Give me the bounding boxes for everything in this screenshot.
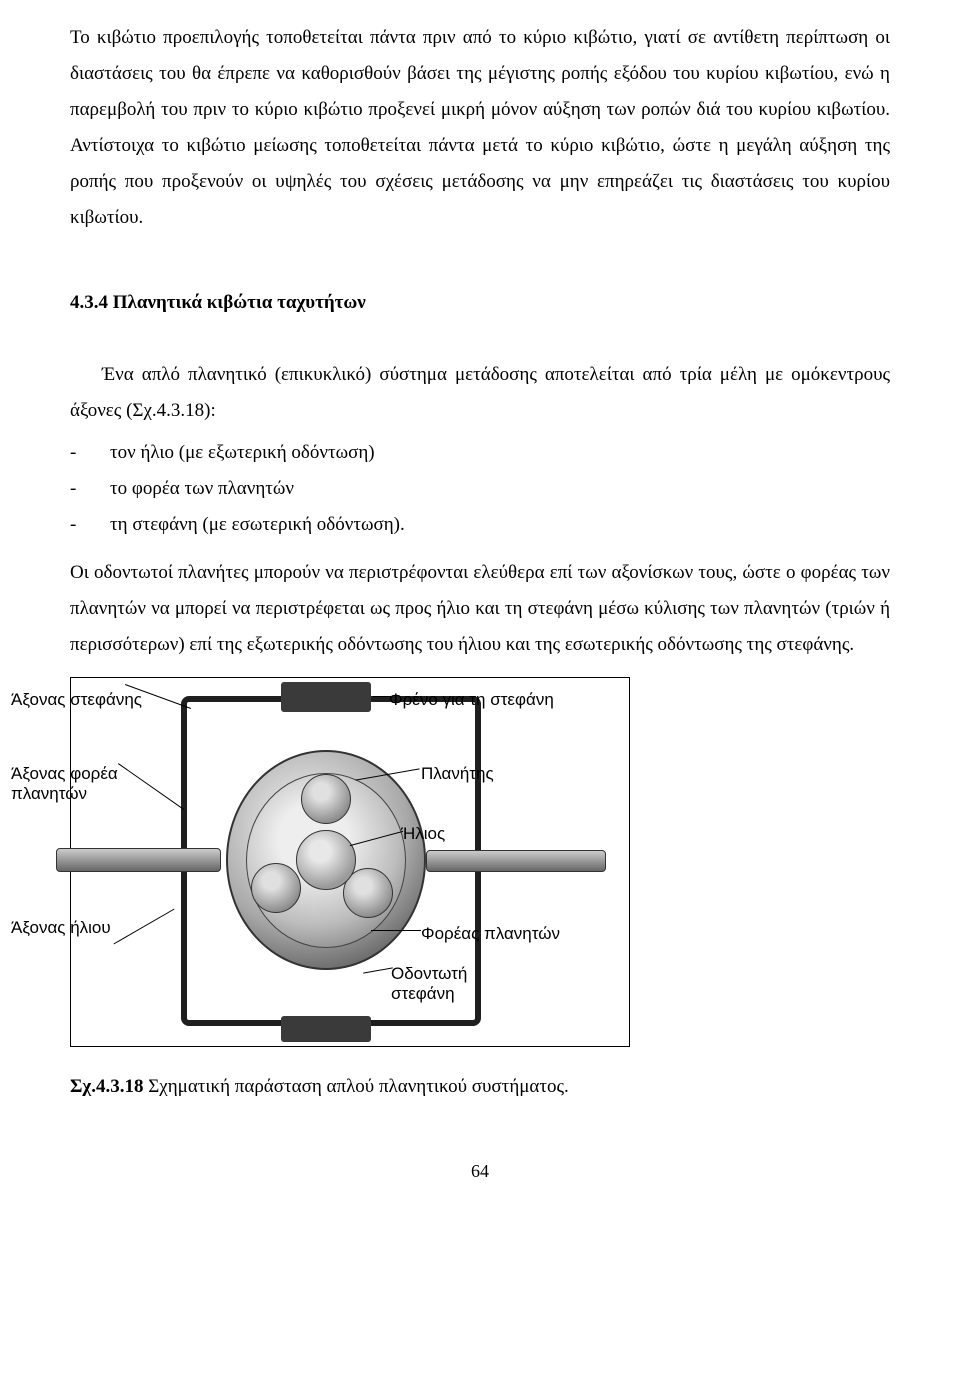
label-planet: Πλανήτης <box>421 758 494 790</box>
pointer-line <box>118 764 184 811</box>
body-paragraph-2: Οι οδοντωτοί πλανήτες μπορούν να περιστρ… <box>70 555 890 663</box>
figure-block: Άξονας στεφάνης Άξονας φορέα πλανητών Άξ… <box>70 677 890 1105</box>
label-brake: Φρένο για τη στεφάνη <box>389 684 554 716</box>
pointer-line <box>371 930 421 931</box>
input-shaft-icon <box>56 848 221 872</box>
label-sun: Ήλιος <box>401 818 445 850</box>
pointer-line <box>373 696 391 697</box>
planetary-gear-diagram: Άξονας στεφάνης Άξονας φορέα πλανητών Άξ… <box>70 677 630 1047</box>
section-heading: 4.3.4 Πλανητικά κιβώτια ταχυτήτων <box>70 285 890 321</box>
figure-caption-text: Σχηματική παράσταση απλού πλανητικού συσ… <box>143 1076 568 1097</box>
page-number: 64 <box>70 1154 890 1188</box>
intro-paragraph: Ένα απλό πλανητικό (επικυκλικό) σύστημα … <box>70 357 890 429</box>
body-paragraph-1: Το κιβώτιο προεπιλογής τοποθετείται πάντ… <box>70 20 890 237</box>
list-item: τον ήλιο (με εξωτερική οδόντωση) <box>70 435 890 471</box>
label-carrier: Φορέας πλανητών <box>421 918 560 950</box>
bullet-list: τον ήλιο (με εξωτερική οδόντωση) το φορέ… <box>70 435 890 543</box>
brake-top-icon <box>281 682 371 712</box>
list-item: τη στεφάνη (με εσωτερική οδόντωση). <box>70 507 890 543</box>
brake-bottom-icon <box>281 1016 371 1042</box>
list-item: το φορέα των πλανητών <box>70 471 890 507</box>
label-ring-gear-line2: στεφάνη <box>391 978 455 1010</box>
label-crown-axis: Άξονας στεφάνης <box>11 684 142 716</box>
output-shaft-icon <box>426 850 606 872</box>
label-sun-axis: Άξονας ήλιου <box>11 912 111 944</box>
figure-caption: Σχ.4.3.18 Σχηματική παράσταση απλού πλαν… <box>70 1069 890 1105</box>
pointer-line <box>113 909 174 945</box>
sun-gear-icon <box>296 830 356 890</box>
label-carrier-axis-line2: πλανητών <box>11 778 87 810</box>
figure-caption-number: Σχ.4.3.18 <box>70 1076 143 1097</box>
